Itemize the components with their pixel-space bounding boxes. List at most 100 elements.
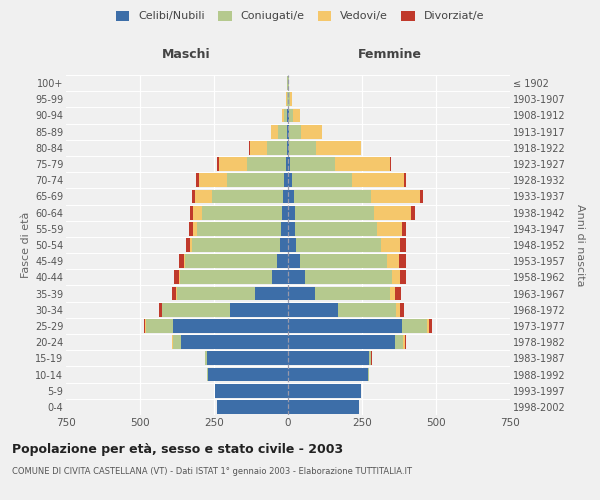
Bar (289, 141, 316, 154)
Bar (247, 157, 286, 171)
Bar (396, 303, 400, 316)
Bar (199, 174, 227, 187)
Text: Femmine: Femmine (358, 48, 422, 62)
Bar (420, 190, 422, 203)
Text: COMUNE DI CIVITA CASTELLANA (VT) - Dati ISTAT 1° gennaio 2003 - Elaborazione TUT: COMUNE DI CIVITA CASTELLANA (VT) - Dati … (12, 468, 412, 476)
Bar (217, 157, 219, 171)
Text: Maschi: Maschi (161, 48, 210, 62)
Bar (402, 319, 427, 333)
Bar (180, 270, 272, 284)
Bar (400, 270, 406, 284)
Bar (219, 157, 247, 171)
Bar (404, 174, 406, 187)
Bar (190, 238, 193, 252)
Bar (427, 319, 430, 333)
Bar (377, 222, 402, 235)
Bar (217, 400, 288, 414)
Bar (185, 254, 277, 268)
Bar (287, 125, 288, 138)
Bar (289, 125, 301, 138)
Bar (206, 352, 288, 365)
Bar (301, 125, 322, 138)
Bar (288, 352, 370, 365)
Bar (288, 190, 294, 203)
Bar (295, 222, 377, 235)
Bar (288, 368, 368, 382)
Bar (205, 352, 206, 365)
Bar (174, 270, 179, 284)
Bar (387, 254, 399, 268)
Bar (288, 400, 359, 414)
Bar (179, 254, 184, 268)
Bar (412, 206, 415, 220)
Bar (282, 206, 288, 220)
Legend: Celibi/Nubili, Coniugati/e, Vedovi/e, Divorziat/e: Celibi/Nubili, Coniugati/e, Vedovi/e, Di… (116, 10, 484, 22)
Bar (288, 238, 296, 252)
Bar (430, 319, 432, 333)
Bar (288, 157, 290, 171)
Bar (284, 174, 288, 187)
Bar (286, 157, 288, 171)
Bar (280, 238, 288, 252)
Y-axis label: Anni di nascita: Anni di nascita (575, 204, 585, 286)
Bar (403, 336, 404, 349)
Bar (186, 238, 190, 252)
Bar (288, 286, 314, 300)
Bar (371, 190, 420, 203)
Bar (288, 384, 361, 398)
Bar (305, 270, 392, 284)
Bar (250, 141, 267, 154)
Bar (370, 352, 371, 365)
Bar (288, 125, 289, 138)
Bar (390, 286, 395, 300)
Bar (284, 108, 287, 122)
Bar (314, 286, 390, 300)
Bar (173, 319, 288, 333)
Bar (288, 303, 338, 316)
Bar (400, 303, 404, 316)
Bar (282, 108, 284, 122)
Bar (374, 206, 412, 220)
Bar (288, 141, 289, 154)
Bar (338, 303, 396, 316)
Bar (380, 238, 400, 252)
Bar (389, 157, 391, 171)
Bar (281, 222, 288, 235)
Bar (227, 174, 284, 187)
Bar (173, 336, 181, 349)
Bar (162, 303, 230, 316)
Bar (144, 319, 145, 333)
Bar (196, 174, 199, 187)
Y-axis label: Fasce di età: Fasce di età (20, 212, 31, 278)
Bar (146, 319, 173, 333)
Bar (177, 286, 256, 300)
Bar (288, 174, 292, 187)
Bar (283, 190, 288, 203)
Bar (290, 92, 292, 106)
Bar (181, 336, 288, 349)
Bar (392, 270, 400, 284)
Bar (193, 206, 202, 220)
Bar (352, 174, 404, 187)
Bar (272, 270, 288, 284)
Bar (271, 125, 278, 138)
Bar (287, 141, 288, 154)
Bar (193, 238, 280, 252)
Bar (193, 222, 197, 235)
Bar (190, 206, 193, 220)
Bar (288, 270, 305, 284)
Bar (215, 384, 288, 398)
Bar (335, 157, 389, 171)
Bar (399, 254, 406, 268)
Bar (158, 303, 161, 316)
Bar (277, 254, 288, 268)
Bar (293, 108, 301, 122)
Bar (196, 190, 212, 203)
Bar (296, 238, 380, 252)
Bar (189, 222, 193, 235)
Bar (288, 222, 295, 235)
Bar (295, 206, 374, 220)
Bar (202, 206, 282, 220)
Bar (197, 222, 281, 235)
Bar (288, 206, 295, 220)
